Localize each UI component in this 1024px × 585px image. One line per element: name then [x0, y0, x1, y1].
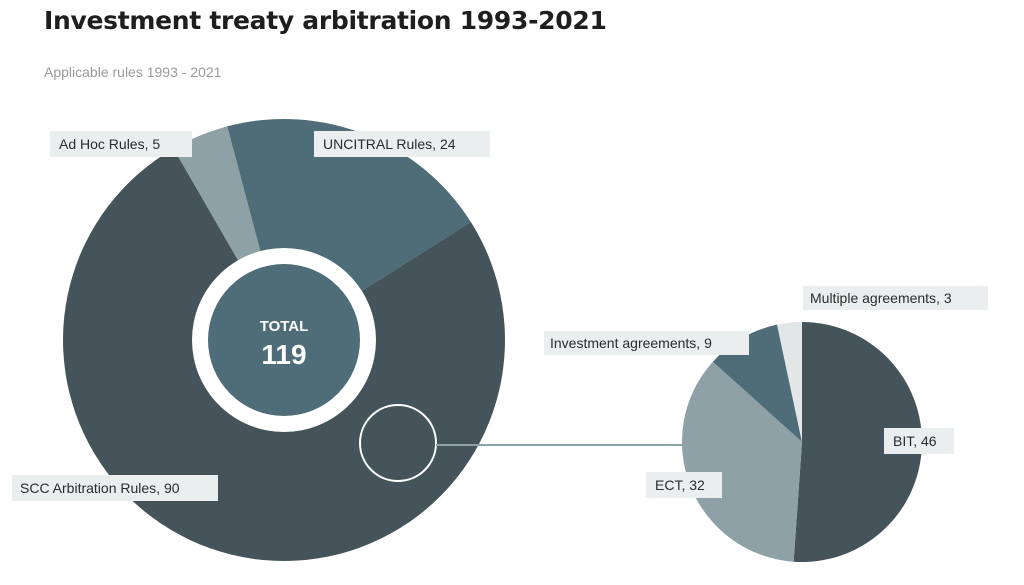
- breakdown-slice-multiple-agreements: [777, 322, 802, 442]
- scc-highlight-ring: [359, 404, 437, 482]
- label-bg-adhoc: [50, 131, 192, 157]
- chart-subtitle: Applicable rules 1993 - 2021: [44, 64, 222, 80]
- label-bit: BIT, 46: [893, 433, 937, 449]
- label-multiple: Multiple agreements, 3: [810, 290, 952, 306]
- label-bg-scc: [12, 475, 218, 501]
- breakdown-slice-bit: [793, 322, 922, 562]
- total-circle: [208, 264, 360, 416]
- label-adhoc: Ad Hoc Rules, 5: [59, 136, 160, 152]
- total-value: 119: [261, 339, 306, 370]
- total-label: TOTAL: [260, 318, 309, 335]
- label-bg-bit: [884, 428, 954, 454]
- label-scc: SCC Arbitration Rules, 90: [20, 480, 180, 496]
- label-bg-multiple: [803, 286, 988, 310]
- breakdown-slice-ect: [681, 361, 802, 562]
- label-investment: Investment agreements, 9: [550, 335, 712, 351]
- label-uncitral: UNCITRAL Rules, 24: [323, 136, 456, 152]
- label-bg-ect: [646, 472, 722, 498]
- chart-title: Investment treaty arbitration 1993-2021: [44, 6, 607, 35]
- label-bg-uncitral: [314, 131, 490, 157]
- label-ect: ECT, 32: [655, 477, 705, 493]
- label-bg-investment: [544, 331, 749, 355]
